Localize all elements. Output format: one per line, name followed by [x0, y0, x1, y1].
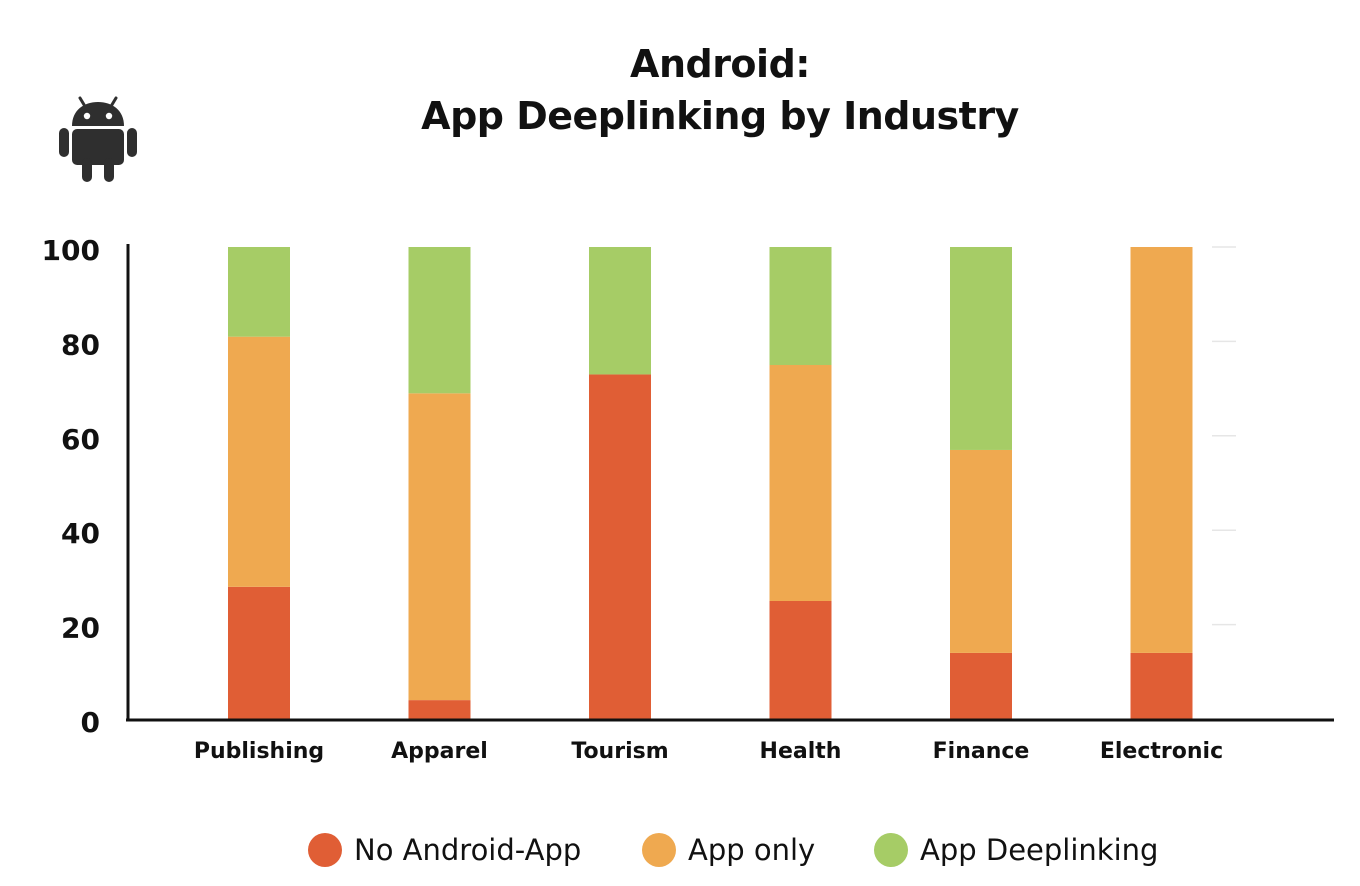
- legend-label-app-only: App only: [688, 833, 816, 867]
- bar-electronic-app-only: [1130, 247, 1193, 653]
- y-tick-label-80: 80: [61, 328, 100, 361]
- bar-tourism-app-deeplinking: [589, 247, 651, 375]
- legend-item-app-only: App only: [642, 826, 815, 874]
- chart-title-line-1: Android:: [630, 42, 810, 86]
- y-tick-label-0: 0: [81, 706, 100, 739]
- android-icon: [59, 96, 137, 182]
- x-tick-label-electronic: Electronic: [1100, 739, 1223, 764]
- chart-legend: No Android-App App only App Deeplinking: [0, 826, 1360, 874]
- y-tick-label-40: 40: [61, 517, 100, 550]
- bar-health-app-deeplinking: [769, 247, 832, 365]
- legend-label-app-deeplinking: App Deeplinking: [920, 833, 1159, 867]
- x-tick-label-finance: Finance: [933, 739, 1030, 764]
- legend-swatch-app-only: [642, 833, 676, 867]
- x-tick-label-publishing: Publishing: [194, 739, 324, 764]
- bar-electronic-no-android-app: [1130, 652, 1193, 719]
- bar-apparel-app-deeplinking: [408, 247, 471, 394]
- bar-finance-app-only: [950, 449, 1012, 653]
- bar-publishing-no-android-app: [228, 586, 290, 719]
- legend-item-app-deeplinking: App Deeplinking: [874, 826, 1158, 874]
- y-tick-label-60: 60: [61, 423, 100, 456]
- x-tick-label-tourism: Tourism: [571, 739, 668, 764]
- bar-apparel-app-only: [408, 393, 471, 701]
- y-tick-label-20: 20: [61, 612, 100, 645]
- x-tick-label-health: Health: [760, 739, 842, 764]
- x-tick-label-apparel: Apparel: [391, 739, 488, 764]
- bar-health-no-android-app: [769, 601, 832, 719]
- legend-item-no-android-app: No Android-App: [308, 826, 581, 874]
- chart-title: Android: App Deeplinking by Industry: [0, 38, 1360, 142]
- y-tick-label-100: 100: [42, 234, 100, 267]
- legend-swatch-no-android-app: [308, 833, 342, 867]
- legend-swatch-app-deeplinking: [874, 833, 908, 867]
- bar-publishing-app-deeplinking: [228, 247, 290, 337]
- chart-title-line-2: App Deeplinking by Industry: [421, 94, 1019, 138]
- bar-tourism-no-android-app: [589, 374, 651, 719]
- bar-finance-no-android-app: [950, 652, 1012, 719]
- bar-apparel-no-android-app: [408, 700, 471, 719]
- bar-health-app-only: [769, 365, 832, 601]
- bar-publishing-app-only: [228, 336, 290, 587]
- legend-label-no-android-app: No Android-App: [354, 833, 582, 867]
- bar-finance-app-deeplinking: [950, 247, 1012, 450]
